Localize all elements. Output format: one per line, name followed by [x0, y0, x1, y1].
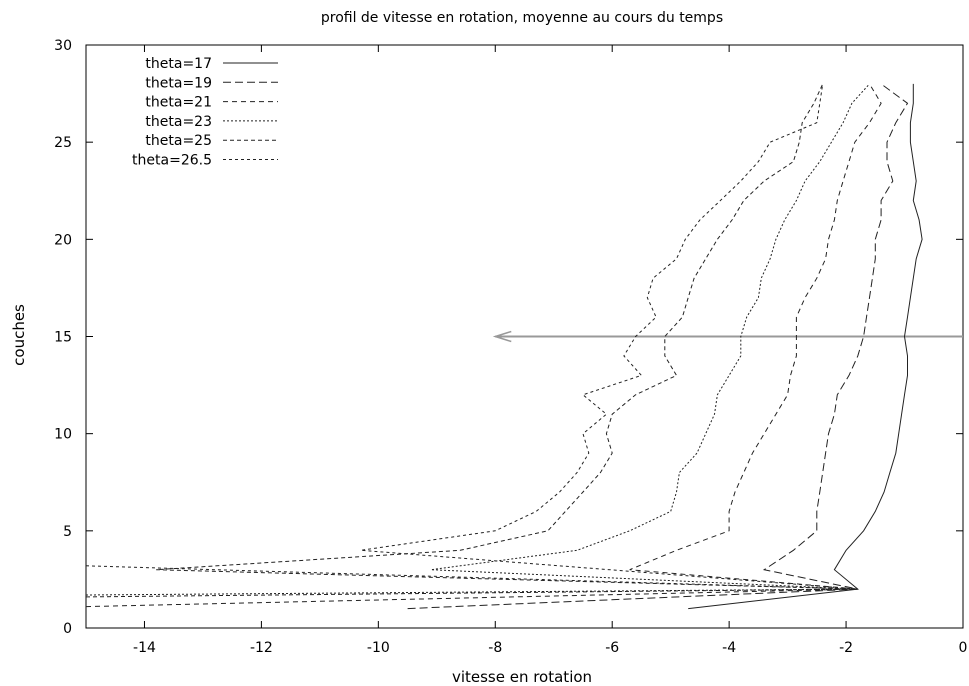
series-line-3: [86, 83, 882, 608]
y-tick-label: 15: [54, 330, 72, 346]
y-tick-label: 20: [54, 232, 72, 248]
y-tick-label: 30: [54, 38, 72, 54]
legend-label: theta=21: [145, 95, 212, 111]
legend-label: theta=19: [145, 75, 212, 91]
series-line-1: [688, 83, 923, 610]
x-tick-label: -6: [605, 640, 619, 656]
legend-label: theta=17: [145, 56, 212, 72]
arrow-head: [492, 330, 512, 343]
legend: theta=17 theta=19 theta=21 theta=23 theta=25…: [132, 56, 278, 169]
x-axis-label: vitesse en rotation: [452, 668, 592, 686]
x-tick-label: -12: [250, 640, 273, 656]
legend-label: theta=26.5: [132, 153, 212, 169]
ticks: -14 -12 -10 -8 -6 -4 -2 0 0 5 10 15 20 25 30: [54, 38, 967, 656]
series-line-6: [86, 83, 858, 590]
x-tick-label: -2: [839, 640, 853, 656]
legend-label: theta=23: [145, 114, 212, 130]
x-tick-label: -4: [722, 640, 736, 656]
series-line-2: [407, 83, 909, 610]
y-axis-label: couches: [10, 304, 28, 366]
x-tick-label: -10: [367, 640, 390, 656]
x-tick-label: -14: [133, 640, 156, 656]
y-tick-label: 0: [63, 621, 72, 637]
series-line-5: [86, 83, 858, 598]
annotation-arrow: [492, 330, 963, 343]
y-tick-label: 10: [54, 427, 72, 443]
y-tick-label: 25: [54, 135, 72, 151]
chart-title: profil de vitesse en rotation, moyenne a…: [321, 10, 723, 26]
series-group: [86, 83, 923, 610]
legend-label: theta=25: [145, 133, 212, 149]
x-tick-label: 0: [959, 640, 968, 656]
x-tick-label: -8: [488, 640, 502, 656]
series-line-4: [86, 83, 870, 596]
y-tick-label: 5: [63, 524, 72, 540]
